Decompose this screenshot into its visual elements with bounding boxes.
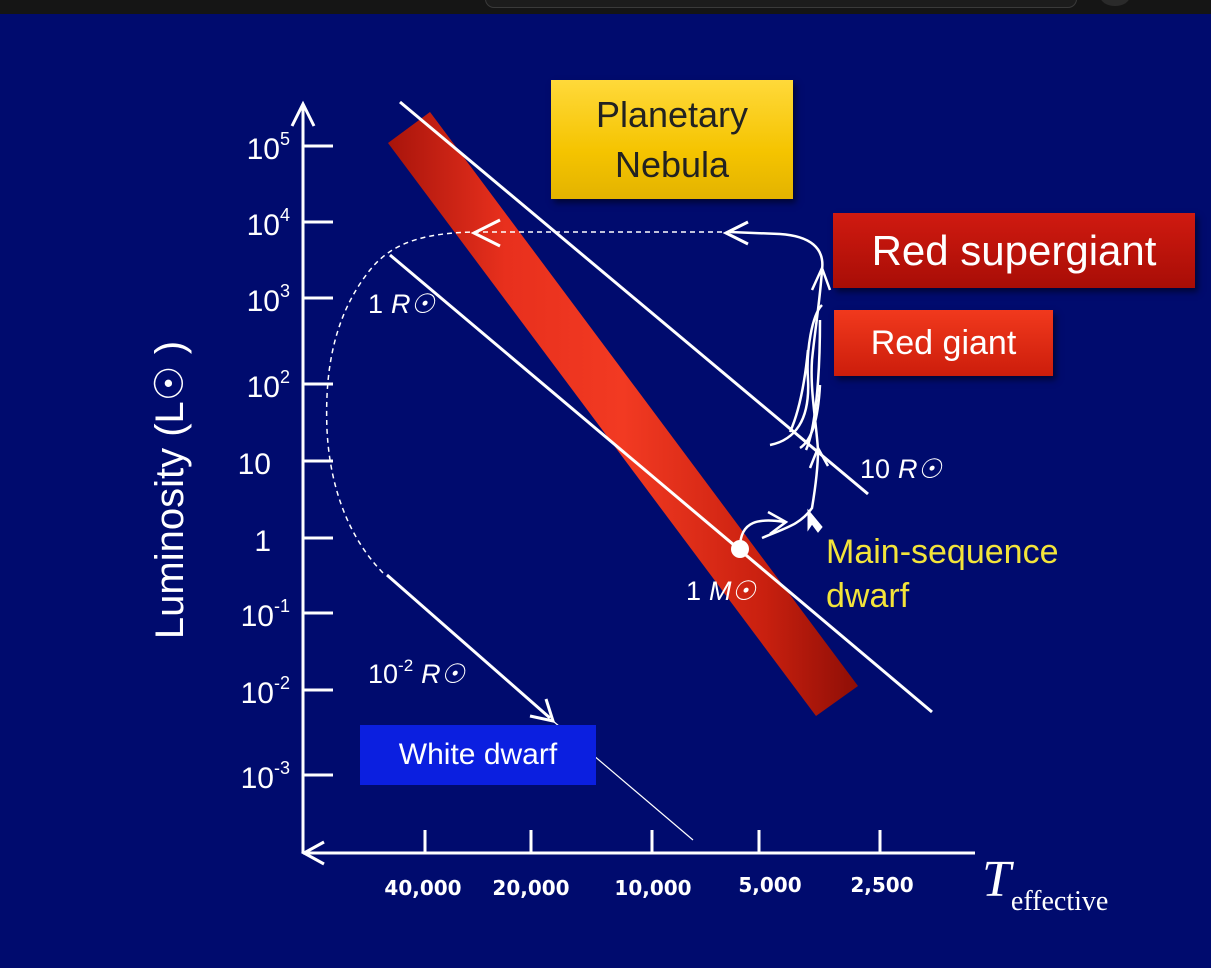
y-tick-1e3: 103 (247, 281, 290, 318)
x-axis-title-sub: effective (1010, 886, 1109, 917)
red-giant-label: Red giant (870, 323, 1017, 362)
planetary-nebula-line2: Nebula (614, 143, 730, 185)
x-tick-10000: 10,000 (614, 876, 691, 900)
red-supergiant-label: Red supergiant (871, 226, 1157, 274)
x-tick-5000: 5,000 (738, 873, 801, 897)
y-tick-10: 10 (238, 448, 271, 481)
track-arrow-2 (808, 445, 830, 469)
main-sequence-line1: Main-sequence (826, 533, 1059, 571)
red-supergiant-box: Red supergiant (833, 213, 1195, 288)
track-arrow-3 (810, 264, 832, 291)
radius-line-0.01 (386, 573, 551, 720)
y-tick-1: 1 (254, 525, 271, 558)
planetary-nebula-track (325, 231, 722, 576)
planetary-nebula-box: Planetary Nebula (551, 80, 793, 199)
radius-line-10 (399, 100, 869, 496)
y-tick-1e5: 105 (247, 129, 290, 166)
x-tick-40000: 40,000 (384, 876, 461, 900)
axes (290, 100, 975, 866)
y-tick-1e-2: 10-2 (241, 673, 290, 710)
sun-marker (731, 540, 749, 558)
x-axis-title-main: T (982, 851, 1011, 908)
sun-mass-label: 1 M☉ (686, 576, 758, 606)
evolution-track (729, 230, 824, 549)
y-tick-1e-1: 10-1 (241, 596, 290, 633)
radius-label-1: 1 R☉ (368, 289, 437, 319)
y-tick-1e2: 102 (247, 367, 290, 404)
main-sequence-pointer (807, 508, 823, 533)
white-dwarf-box: White dwarf (360, 725, 596, 785)
radius-label-10: 10 R☉ (860, 454, 944, 484)
main-sequence-line2: dwarf (826, 577, 910, 615)
toolbar-button[interactable] (1100, 0, 1130, 6)
x-tick-2500: 2,500 (850, 873, 913, 897)
browser-top-bar (0, 0, 1211, 14)
x-tick-20000: 20,000 (492, 876, 569, 900)
radius-line-1 (389, 253, 933, 714)
planetary-arrow-head (470, 218, 501, 248)
planetary-nebula-line1: Planetary (595, 93, 749, 135)
y-tick-1e4: 104 (247, 205, 290, 242)
x-axis-title: Teffective (982, 850, 1108, 917)
track-arrow-4 (722, 220, 749, 246)
y-tick-1e-3: 10-3 (241, 758, 290, 795)
white-dwarf-label: White dwarf (398, 738, 558, 771)
radius-label-0.01: 10-2 R☉ (368, 656, 467, 689)
main-sequence-label: Main-sequence dwarf (826, 530, 1058, 618)
y-axis-title: Luminosity (L☉ ) (148, 340, 192, 640)
main-sequence-band (388, 112, 858, 716)
red-giant-box: Red giant (834, 310, 1053, 376)
track-arrow-1 (767, 510, 789, 535)
